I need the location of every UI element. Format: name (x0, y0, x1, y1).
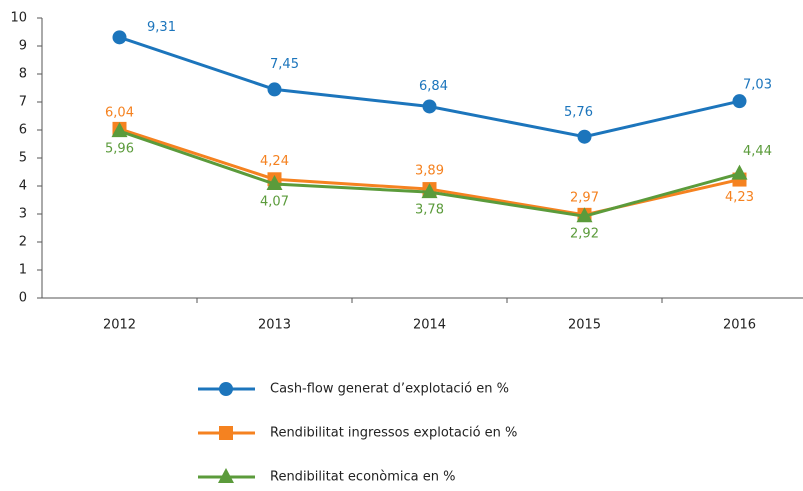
y-tick-label: 3 (19, 207, 27, 222)
marker (422, 99, 437, 114)
marker (577, 129, 592, 144)
x-tick-label: 2014 (413, 318, 446, 333)
y-tick-label: 9 (19, 39, 27, 54)
data-label: 6,84 (419, 79, 448, 94)
x-tick-label: 2015 (568, 318, 601, 333)
data-label: 4,24 (260, 154, 289, 169)
y-tick-label: 0 (19, 291, 27, 306)
y-tick-label: 7 (19, 95, 27, 110)
marker (731, 164, 748, 180)
x-tick-label: 2016 (723, 318, 756, 333)
data-label: 5,96 (105, 142, 134, 157)
y-tick-label: 1 (19, 263, 27, 278)
marker (219, 426, 233, 440)
data-label: 2,97 (570, 190, 599, 205)
y-tick-label: 5 (19, 151, 27, 166)
y-tick-label: 2 (19, 235, 27, 250)
data-label: 2,92 (570, 227, 599, 242)
data-label: 6,04 (105, 105, 134, 120)
marker (267, 82, 282, 97)
x-tick-label: 2012 (103, 318, 136, 333)
data-label: 4,44 (743, 144, 772, 159)
data-label: 7,03 (743, 78, 772, 93)
data-label: 5,76 (564, 105, 593, 120)
legend-label: Rendibilitat econòmica en % (270, 470, 455, 485)
marker (421, 183, 438, 199)
marker (218, 468, 234, 483)
data-label: 3,78 (415, 203, 444, 218)
data-label: 4,07 (260, 195, 289, 210)
data-label: 9,31 (147, 20, 176, 35)
marker (112, 30, 127, 45)
marker (219, 382, 233, 396)
marker (266, 175, 283, 191)
y-tick-label: 8 (19, 67, 27, 82)
y-tick-label: 10 (10, 11, 27, 26)
legend-label: Cash-flow generat d’explotació en % (270, 382, 509, 397)
data-label: 3,89 (415, 164, 444, 179)
y-tick-label: 4 (19, 179, 27, 194)
marker (732, 94, 747, 109)
marker (111, 122, 128, 138)
data-label: 7,45 (270, 57, 299, 72)
x-tick-label: 2013 (258, 318, 291, 333)
data-label: 4,23 (725, 190, 754, 205)
legend-label: Rendibilitat ingressos explotació en % (270, 426, 517, 441)
marker (576, 207, 593, 223)
y-tick-label: 6 (19, 123, 27, 138)
